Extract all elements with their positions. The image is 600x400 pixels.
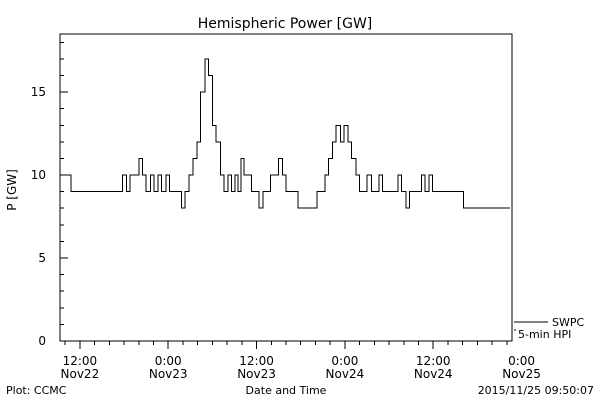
x-tick-date: Nov25 [502, 367, 541, 381]
y-axis-label: P [GW] [5, 169, 19, 211]
x-tick-time: 0:00 [508, 354, 535, 368]
x-tick-date: Nov24 [414, 367, 453, 381]
footer-right: 2015/11/25 09:50:07 [478, 384, 594, 397]
y-tick-label: 5 [38, 251, 46, 265]
x-axis: 12:00Nov220:00Nov2312:00Nov230:00Nov2412… [61, 341, 541, 381]
x-tick-time: 0:00 [331, 354, 358, 368]
x-tick-time: 12:00 [416, 354, 451, 368]
y-tick-label: 15 [31, 85, 46, 99]
x-tick-date: Nov22 [61, 367, 100, 381]
y-tick-label: 10 [31, 168, 46, 182]
y-axis: 0 5 10 15 [31, 41, 68, 348]
x-tick-date: Nov23 [237, 367, 276, 381]
footer-left: Plot: CCMC [6, 384, 67, 397]
legend-label-swpc: SWPC [552, 316, 584, 329]
x-tick-date: Nov23 [149, 367, 188, 381]
x-tick-time: 0:00 [155, 354, 182, 368]
series-layer [62, 58, 510, 209]
x-tick-date: Nov24 [326, 367, 365, 381]
chart-title: Hemispheric Power [GW] [198, 16, 373, 32]
x-axis-label: Date and Time [246, 384, 327, 397]
x-tick-time: 12:00 [63, 354, 98, 368]
y-tick-label: 0 [38, 334, 46, 348]
legend-label-hpi: 5-min HPI [518, 328, 571, 341]
series-line-0 [62, 58, 510, 209]
legend: SWPC 5-min HPI [514, 316, 584, 341]
x-tick-time: 12:00 [239, 354, 274, 368]
